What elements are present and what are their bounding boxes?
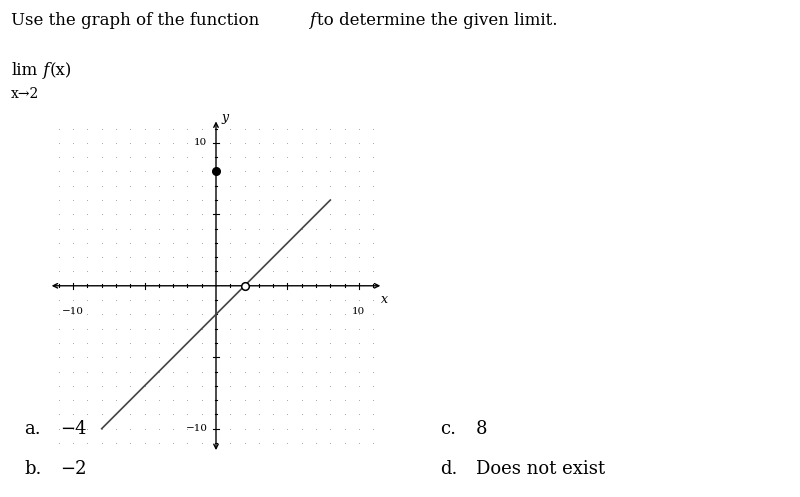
Text: (x): (x) [50,62,72,79]
Text: Use the graph of the function: Use the graph of the function [11,12,265,29]
Text: 10: 10 [194,138,207,148]
Text: 8: 8 [476,420,487,438]
Text: y: y [221,111,228,124]
Text: −10: −10 [186,424,207,433]
Text: c.: c. [440,420,456,438]
Text: −2: −2 [60,460,86,478]
Text: 10: 10 [352,307,366,316]
Text: b.: b. [24,460,42,478]
Text: Does not exist: Does not exist [476,460,605,478]
Text: f: f [309,12,315,29]
Text: lim: lim [11,62,38,79]
Text: x→2: x→2 [11,87,39,101]
Text: −4: −4 [60,420,86,438]
Text: a.: a. [24,420,41,438]
Text: x: x [381,293,388,306]
Text: −10: −10 [62,307,84,316]
Text: d.: d. [440,460,458,478]
Text: f: f [38,62,49,79]
Text: to determine the given limit.: to determine the given limit. [317,12,558,29]
